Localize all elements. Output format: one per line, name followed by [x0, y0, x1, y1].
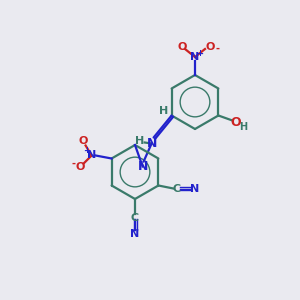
Text: H: H: [239, 122, 247, 133]
Text: O: O: [76, 163, 85, 172]
Text: H: H: [159, 106, 168, 116]
Text: N: N: [190, 184, 199, 194]
Text: N: N: [146, 137, 157, 150]
Text: O: O: [230, 116, 241, 129]
Text: O: O: [205, 42, 215, 52]
Text: +: +: [83, 146, 90, 155]
Text: -: -: [215, 44, 219, 54]
Text: O: O: [79, 136, 88, 146]
Text: N: N: [130, 229, 140, 239]
Text: O: O: [177, 42, 187, 52]
Text: H: H: [135, 136, 144, 146]
Text: N: N: [137, 160, 148, 173]
Text: N: N: [87, 151, 96, 160]
Text: N: N: [190, 52, 200, 62]
Text: +: +: [196, 49, 203, 58]
Text: C: C: [131, 213, 139, 223]
Text: -: -: [72, 158, 76, 169]
Text: C: C: [172, 184, 180, 194]
